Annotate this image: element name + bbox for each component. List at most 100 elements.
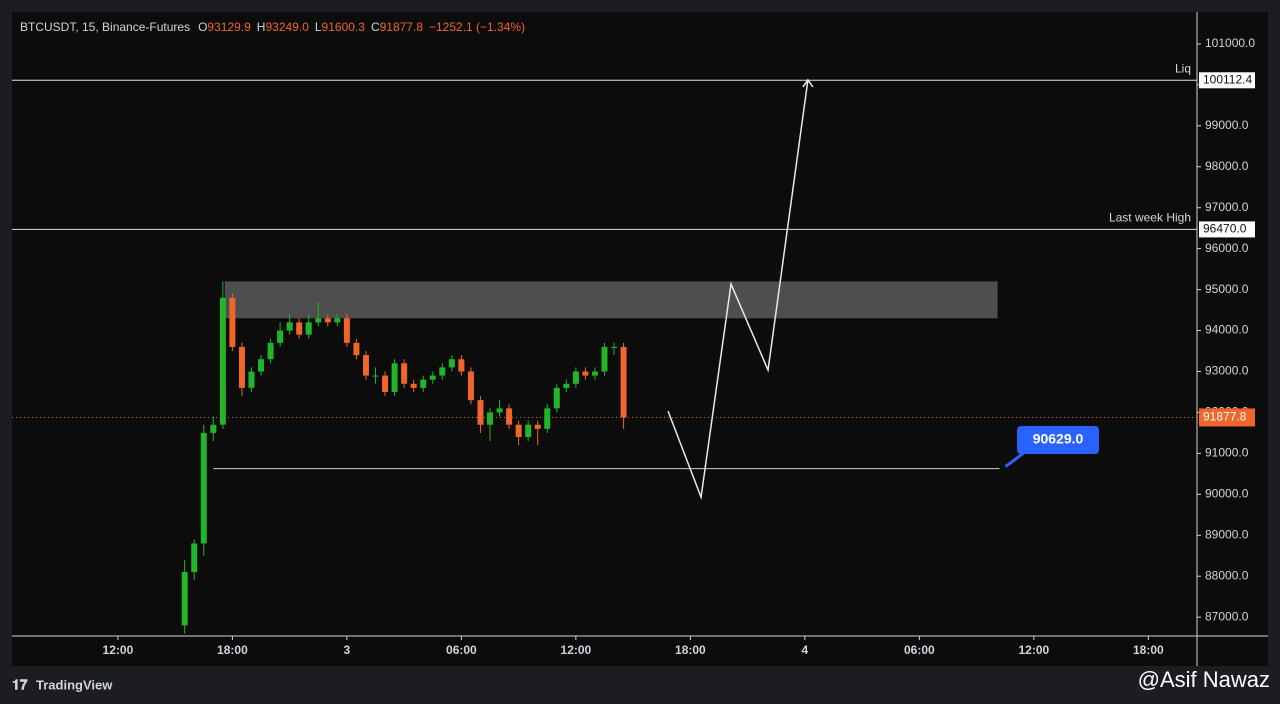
x-tick-label: 12:00 (561, 643, 592, 657)
candle-body (238, 346, 245, 388)
y-tick-label: 94000.0 (1205, 323, 1249, 337)
candle-body (391, 363, 398, 392)
watermark: @Asif Nawaz (1138, 667, 1270, 692)
x-tick-label: 12:00 (1018, 643, 1049, 657)
candle-body (362, 355, 369, 376)
candle-body (382, 375, 389, 392)
candle-body (611, 346, 618, 348)
level-label: 100112.4 (1203, 72, 1252, 86)
level-tag (1199, 72, 1255, 89)
x-tick-label: 06:00 (904, 643, 935, 657)
candle-body (305, 322, 312, 335)
candle-body (496, 408, 503, 413)
candle-body (229, 297, 236, 347)
y-tick-label: 93000.0 (1205, 364, 1249, 378)
x-tick-label: 3 (344, 643, 351, 657)
y-tick-label: 87000.0 (1205, 609, 1249, 623)
candle-body (343, 318, 350, 343)
candle-body (563, 383, 570, 388)
candle-body (181, 572, 188, 626)
candle-body (334, 318, 341, 323)
x-tick-label: 18:00 (217, 643, 248, 657)
candle-body (429, 375, 436, 380)
zone (224, 281, 998, 319)
svg-text:𝟏𝟕: 𝟏𝟕 (12, 677, 28, 693)
candle-body (191, 543, 198, 573)
ohlc-value: 91877.8 (380, 20, 424, 34)
level-name: Liq (1175, 61, 1191, 75)
candle-body (296, 322, 303, 335)
y-tick-label: 88000.0 (1205, 568, 1249, 582)
y-tick-label: 90000.0 (1205, 487, 1249, 501)
candle-body (477, 400, 484, 425)
candle-body (267, 342, 274, 360)
symbol: BTCUSDT, 15, Binance-Futures (20, 20, 190, 34)
brand: TradingView (36, 677, 113, 692)
candle-body (210, 424, 217, 433)
footer-logo: 𝟏𝟕 (12, 677, 28, 693)
ohlc-key: H (257, 20, 266, 34)
last-price-label: 91877.8 (1203, 410, 1247, 424)
ohlc-value: 93129.9 (207, 20, 251, 34)
candle-body (467, 371, 474, 401)
callout-box (1017, 426, 1099, 454)
callout-pointer (1004, 450, 1026, 468)
x-tick-label: 4 (802, 643, 809, 657)
candle-body (258, 359, 265, 372)
x-tick-label: 18:00 (675, 643, 706, 657)
candle-body (572, 371, 579, 384)
candle-body (620, 346, 627, 418)
candle-body (324, 318, 331, 323)
level-tag (1199, 221, 1255, 238)
y-tick-label: 91000.0 (1205, 446, 1249, 460)
arrow-head (802, 78, 814, 88)
candle-body (439, 367, 446, 376)
candle-body (277, 330, 284, 343)
callout-label: 90629.0 (1033, 431, 1084, 447)
candle-body (372, 375, 379, 377)
candle-body (200, 432, 207, 544)
y-tick-label: 98000.0 (1205, 159, 1249, 173)
candle-body (448, 359, 455, 368)
candle-body (553, 387, 560, 409)
ohlc-key: C (371, 20, 380, 34)
ohlc-value: 91600.3 (322, 20, 366, 34)
candle-body (458, 359, 465, 372)
candle-body (410, 383, 417, 388)
y-tick-label: 97000.0 (1205, 200, 1249, 214)
y-tick-label: 96000.0 (1205, 241, 1249, 255)
candle-body (248, 371, 255, 388)
y-tick-label: 95000.0 (1205, 282, 1249, 296)
ohlc-key: O (198, 20, 207, 34)
candle-body (420, 379, 427, 388)
y-tick-label: 99000.0 (1205, 118, 1249, 132)
x-tick-label: 06:00 (446, 643, 477, 657)
y-tick-label: 101000.0 (1205, 36, 1255, 50)
ohlc-key: L (315, 20, 322, 34)
candle-body (353, 342, 360, 356)
change: −1252.1 (−1.34%) (429, 20, 525, 34)
x-tick-label: 18:00 (1133, 643, 1164, 657)
ohlc-value: 93249.0 (265, 20, 309, 34)
projection (667, 79, 809, 501)
candle-body (591, 371, 598, 376)
level-name: Last week High (1109, 211, 1191, 225)
candle-body (515, 424, 522, 438)
y-tick-label: 89000.0 (1205, 527, 1249, 541)
x-tick-label: 12:00 (103, 643, 134, 657)
candle-body (601, 346, 608, 372)
candle-body (401, 363, 408, 384)
candle-body (506, 408, 513, 425)
candle-body (219, 297, 226, 425)
level-label: 96470.0 (1203, 222, 1247, 236)
candle-body (534, 424, 541, 429)
candle-body (525, 424, 532, 438)
candle-body (582, 371, 589, 376)
candle-body (487, 412, 494, 425)
chart-bg (12, 12, 1268, 666)
candle-body (544, 408, 551, 429)
header: BTCUSDT, 15, Binance-Futures O93129.9 H932… (20, 20, 525, 34)
candle-body (315, 318, 322, 323)
